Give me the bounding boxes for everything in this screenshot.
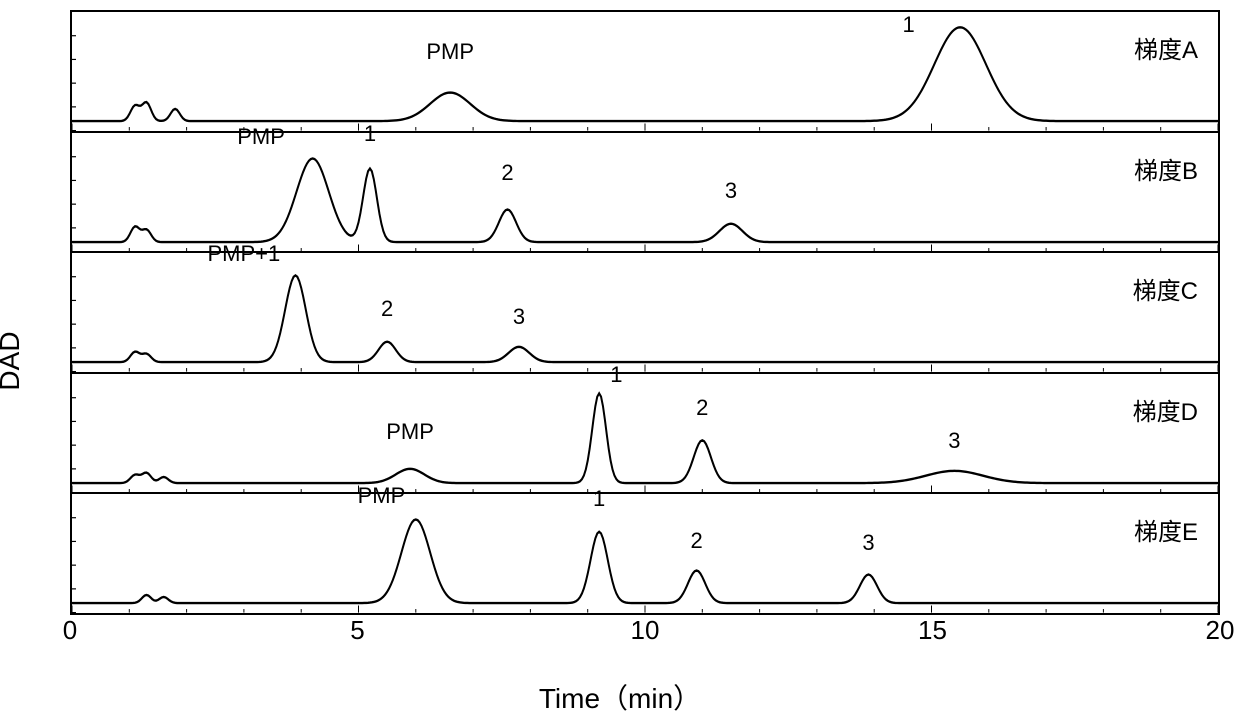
panel-svg	[72, 494, 1218, 613]
panel-title: 梯度E	[1134, 512, 1198, 547]
panel-title: 梯度B	[1134, 151, 1198, 186]
chromatogram-panel: 梯度EPMP123	[72, 494, 1218, 613]
chromatogram-panel: 梯度DPMP123	[72, 374, 1218, 495]
chromatogram-chart: DAD 梯度APMP1 梯度BPMP123 梯度CPMP+123 梯度DPMP1…	[0, 0, 1240, 722]
x-tick-label: 20	[1206, 615, 1235, 646]
y-axis-label: DAD	[0, 331, 26, 390]
panel-title: 梯度A	[1134, 30, 1198, 65]
panel-title: 梯度D	[1133, 392, 1198, 427]
x-tick-label: 15	[918, 615, 947, 646]
panel-svg	[72, 12, 1218, 131]
x-tick-label: 10	[631, 615, 660, 646]
panel-title: 梯度C	[1133, 271, 1198, 306]
chromatogram-panel: 梯度APMP1	[72, 12, 1218, 133]
plot-area: 梯度APMP1 梯度BPMP123 梯度CPMP+123 梯度DPMP123 梯…	[70, 10, 1220, 615]
chromatogram-panel: 梯度BPMP123	[72, 133, 1218, 254]
chromatogram-panel: 梯度CPMP+123	[72, 253, 1218, 374]
x-axis-label: Time（min）	[539, 677, 701, 717]
x-tick-label: 5	[350, 615, 364, 646]
x-axis-ticks: 05101520	[70, 615, 1220, 655]
panel-svg	[72, 374, 1218, 493]
x-tick-label: 0	[63, 615, 77, 646]
panel-svg	[72, 253, 1218, 372]
panel-svg	[72, 133, 1218, 252]
